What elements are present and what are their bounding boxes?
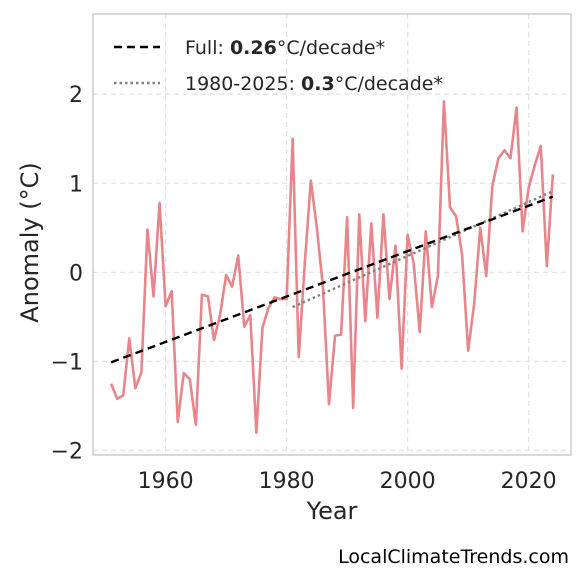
y-axis-label: Anomaly (°C) <box>16 162 44 322</box>
y-tick-label: 0 <box>69 261 83 286</box>
full-trend-line <box>110 195 554 364</box>
x-tick-labels: 1960 1980 2000 2020 <box>138 469 557 494</box>
legend-full-value: 0.26 <box>230 37 277 59</box>
legend-recent-prefix: 1980-2025: <box>185 73 301 95</box>
x-tick-label: 2000 <box>380 469 436 494</box>
y-tick-label: −2 <box>51 440 83 465</box>
x-tick-label: 2020 <box>501 469 557 494</box>
legend-label-full: Full: 0.26°C/decade* <box>185 37 385 59</box>
legend-full-prefix: Full: <box>185 37 230 59</box>
legend-full-suffix: °C/decade* <box>277 37 385 59</box>
legend: Full: 0.26°C/decade* 1980-2025: 0.3°C/de… <box>114 37 443 95</box>
recent-trend-line <box>292 190 554 309</box>
y-tick-label: 1 <box>69 172 83 197</box>
site-credit: LocalClimateTrends.com <box>338 546 569 568</box>
y-tick-labels: −2 −1 0 1 2 <box>51 83 83 464</box>
y-tick-label: −1 <box>51 350 83 375</box>
legend-recent-value: 0.3 <box>301 73 335 95</box>
y-tick-label: 2 <box>69 83 83 108</box>
legend-label-recent: 1980-2025: 0.3°C/decade* <box>185 73 443 95</box>
series-lines <box>109 100 555 435</box>
x-tick-label: 1960 <box>138 469 194 494</box>
x-axis-label: Year <box>306 497 358 525</box>
anomaly-series-line <box>109 100 555 435</box>
grid-lines <box>93 14 571 455</box>
x-tick-label: 1980 <box>259 469 315 494</box>
plot-frame <box>92 13 572 456</box>
legend-recent-suffix: °C/decade* <box>335 73 443 95</box>
